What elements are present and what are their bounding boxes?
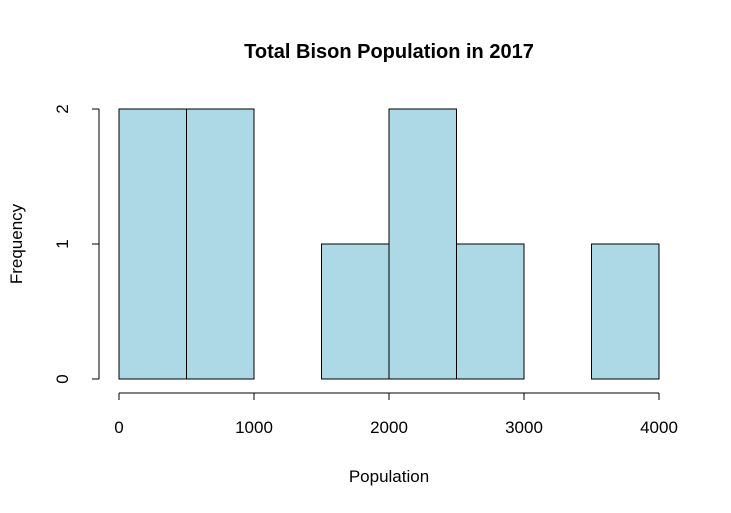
x-tick-label: 1000 [235, 418, 273, 437]
y-axis-label: Frequency [7, 203, 26, 284]
histogram-bar-0-500 [118, 108, 187, 380]
x-tick-label: 0 [114, 418, 123, 437]
y-tick-label: 1 [53, 239, 72, 248]
x-axis: 0 1000 2000 3000 4000 [114, 392, 678, 437]
x-tick-label: 3000 [505, 418, 543, 437]
x-tick-label: 4000 [640, 418, 678, 437]
histogram-bar-2000-2500 [388, 108, 457, 380]
x-tick-label: 2000 [370, 418, 408, 437]
histogram-bar-3500-4000 [591, 243, 660, 380]
histogram-bar-500-1000 [186, 108, 255, 380]
y-tick-label: 0 [53, 374, 72, 383]
x-axis-label: Population [349, 467, 429, 486]
histogram-bar-2500-3000 [456, 243, 525, 380]
bars-group [118, 108, 660, 380]
y-axis: 0 1 2 [53, 104, 100, 384]
chart-title: Total Bison Population in 2017 [244, 41, 534, 63]
histogram-bar-1500-2000 [321, 243, 390, 380]
y-tick-label: 2 [53, 104, 72, 113]
